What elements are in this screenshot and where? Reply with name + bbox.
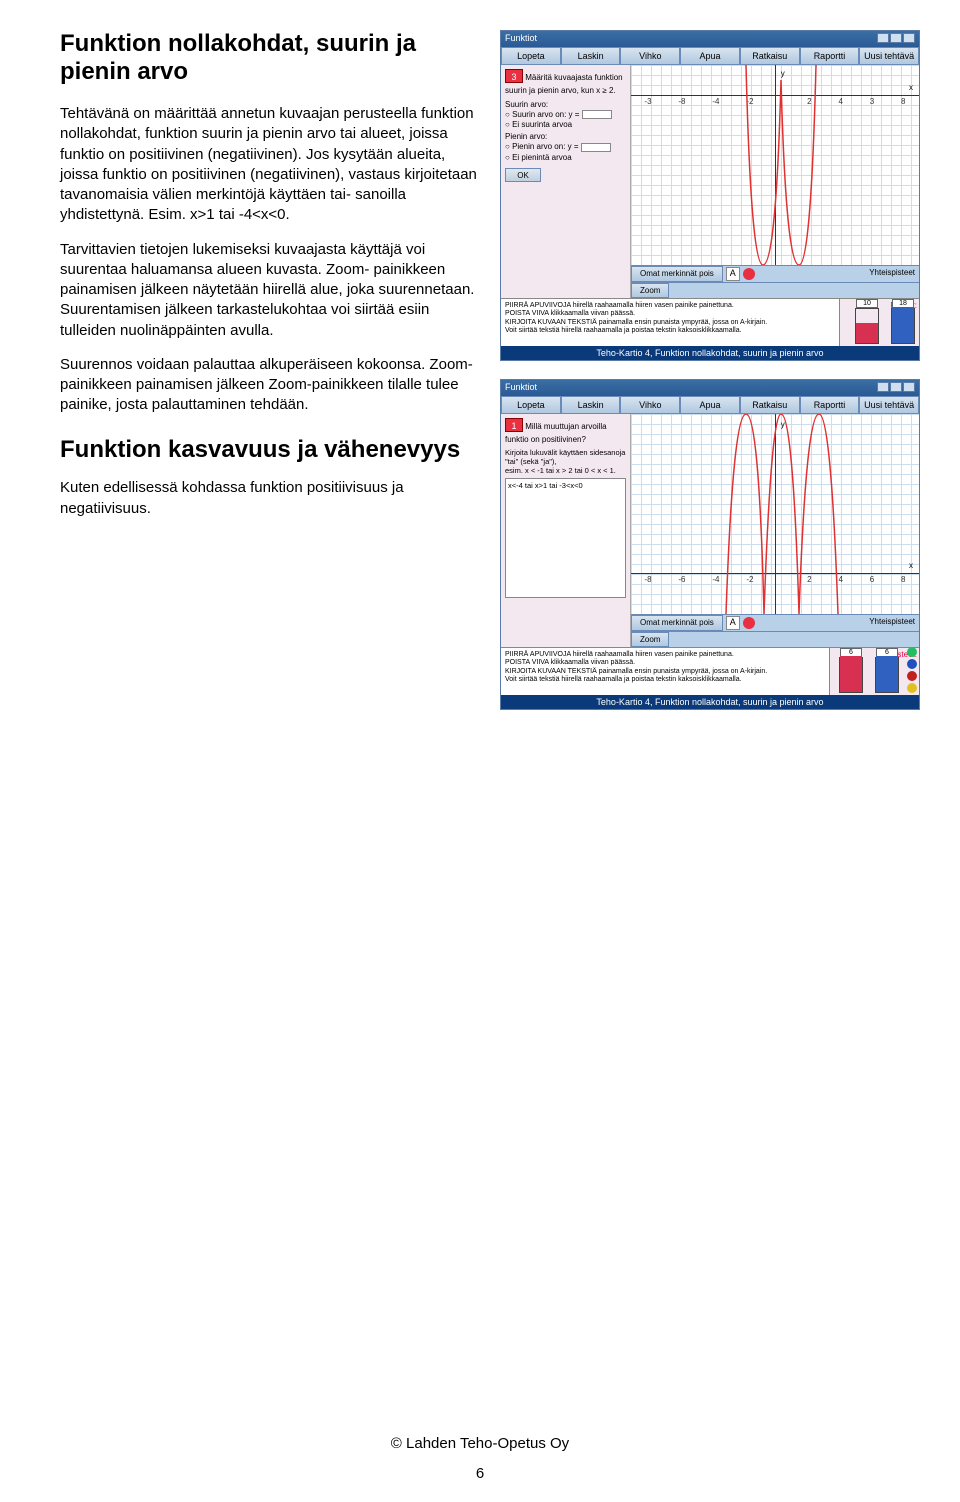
suurin-label: Suurin arvo: bbox=[505, 100, 626, 109]
yhteispisteet-label-2: Yhteispisteet bbox=[865, 615, 919, 631]
menu-uusi[interactable]: Uusi tehtävä bbox=[859, 47, 919, 65]
menu-ratkaisu-2[interactable]: Ratkaisu bbox=[740, 396, 800, 414]
score-bar-own: 10 bbox=[855, 308, 879, 344]
radio-suurin-value[interactable]: Suurin arvo on: y = bbox=[505, 110, 626, 119]
menu-vihko[interactable]: Vihko bbox=[620, 47, 680, 65]
paragraph-1: Tehtävänä on määrittää annetun kuvaajan … bbox=[60, 104, 480, 226]
app-footer-1: Teho-Kartio 4, Funktion nollakohdat, suu… bbox=[501, 346, 919, 360]
answer-textarea[interactable]: x<-4 tai x>1 tai -3<x<0 bbox=[505, 478, 626, 598]
window-titlebar: Funktiot bbox=[501, 31, 919, 47]
paragraph-2: Tarvittavien tietojen lukemiseksi kuvaaj… bbox=[60, 240, 480, 341]
question-panel-2: 1 Millä muuttujan arvoilla funktio on po… bbox=[501, 414, 631, 647]
red-dot-icon[interactable] bbox=[743, 268, 755, 280]
heading-main: Funktion nollakohdat, suurin ja pienin a… bbox=[60, 30, 480, 86]
menu-laskin[interactable]: Laskin bbox=[561, 47, 621, 65]
suurin-input[interactable] bbox=[582, 110, 612, 119]
menu-vihko-2[interactable]: Vihko bbox=[620, 396, 680, 414]
question-panel: 3 Määritä kuvaajasta funktion suurin ja … bbox=[501, 65, 631, 298]
radio-suurin-none[interactable]: Ei suurinta arvoa bbox=[505, 120, 626, 129]
yhteispisteet-label: Yhteispisteet bbox=[865, 266, 919, 282]
ok-button[interactable]: OK bbox=[505, 168, 541, 182]
menu-apua-2[interactable]: Apua bbox=[680, 396, 740, 414]
menu-lopeta-2[interactable]: Lopeta bbox=[501, 396, 561, 414]
menu-laskin-2[interactable]: Laskin bbox=[561, 396, 621, 414]
answer-hint: Kirjoita lukuvälit käyttäen sidesanoja "… bbox=[505, 448, 626, 475]
zoom-button[interactable]: Zoom bbox=[631, 283, 669, 298]
radio-pienin-none[interactable]: Ei pienintä arvoa bbox=[505, 153, 626, 162]
app-footer-2: Teho-Kartio 4, Funktion nollakohdat, suu… bbox=[501, 695, 919, 709]
menu-lopeta[interactable]: Lopeta bbox=[501, 47, 561, 65]
question-text: Määritä kuvaajasta funktion suurin ja pi… bbox=[505, 73, 623, 95]
screenshot-1: Funktiot Lopeta Laskin Vihko Apua Ratkai… bbox=[500, 30, 920, 361]
red-dot-icon-2[interactable] bbox=[743, 617, 755, 629]
hint-area-2: PIIRRÄ APUVIIVOJA hiirellä raahaamalla h… bbox=[501, 647, 829, 695]
function-curve-2 bbox=[631, 414, 921, 614]
paragraph-4: Kuten edellisessä kohdassa funktion posi… bbox=[60, 478, 480, 519]
window-title-2: Funktiot bbox=[505, 382, 537, 394]
hint-area-1: PIIRRÄ APUVIIVOJA hiirellä raahaamalla h… bbox=[501, 298, 839, 346]
score-bar-max: 18 bbox=[891, 308, 915, 344]
omat-button[interactable]: Omat merkinnät pois bbox=[631, 266, 723, 282]
pienin-label: Pienin arvo: bbox=[505, 132, 626, 141]
graph-area-1[interactable]: y x -3 -8 -4 -2 2 4 3 8 bbox=[631, 65, 919, 265]
app-menubar: Lopeta Laskin Vihko Apua Ratkaisu Raport… bbox=[501, 47, 919, 65]
paragraph-3: Suurennos voidaan palauttaa alkuperäisee… bbox=[60, 355, 480, 416]
menu-apua[interactable]: Apua bbox=[680, 47, 740, 65]
menu-ratkaisu[interactable]: Ratkaisu bbox=[740, 47, 800, 65]
color-palette[interactable] bbox=[907, 647, 917, 693]
radio-pienin-value[interactable]: Pienin arvo on: y = bbox=[505, 142, 626, 151]
function-curve-1 bbox=[631, 65, 921, 265]
window-buttons[interactable] bbox=[876, 33, 915, 45]
zoom-button-2[interactable]: Zoom bbox=[631, 632, 669, 647]
window-titlebar-2: Funktiot bbox=[501, 380, 919, 396]
window-buttons-2[interactable] bbox=[876, 382, 915, 394]
window-title: Funktiot bbox=[505, 33, 537, 45]
menu-uusi-2[interactable]: Uusi tehtävä bbox=[859, 396, 919, 414]
screenshot-2: Funktiot Lopeta Laskin Vihko Apua Ratkai… bbox=[500, 379, 920, 710]
omat-button-2[interactable]: Omat merkinnät pois bbox=[631, 615, 723, 631]
heading-sub: Funktion kasvavuus ja vähenevyys bbox=[60, 436, 480, 465]
graph-area-2[interactable]: y x -8 -6 -4 -2 2 4 6 8 bbox=[631, 414, 919, 614]
page-number: 6 bbox=[0, 1465, 960, 1482]
question-number: 3 bbox=[505, 69, 523, 83]
question-number-2: 1 bbox=[505, 418, 523, 432]
text-tool-a[interactable]: A bbox=[726, 267, 740, 281]
menu-raportti-2[interactable]: Raportti bbox=[800, 396, 860, 414]
app-menubar-2: Lopeta Laskin Vihko Apua Ratkaisu Raport… bbox=[501, 396, 919, 414]
pienin-input[interactable] bbox=[581, 143, 611, 152]
menu-raportti[interactable]: Raportti bbox=[800, 47, 860, 65]
score-bar-own-2: 6 bbox=[839, 657, 863, 693]
text-tool-a-2[interactable]: A bbox=[726, 616, 740, 630]
page-footer: © Lahden Teho-Opetus Oy bbox=[0, 1435, 960, 1452]
score-bar-max-2: 6 bbox=[875, 657, 899, 693]
